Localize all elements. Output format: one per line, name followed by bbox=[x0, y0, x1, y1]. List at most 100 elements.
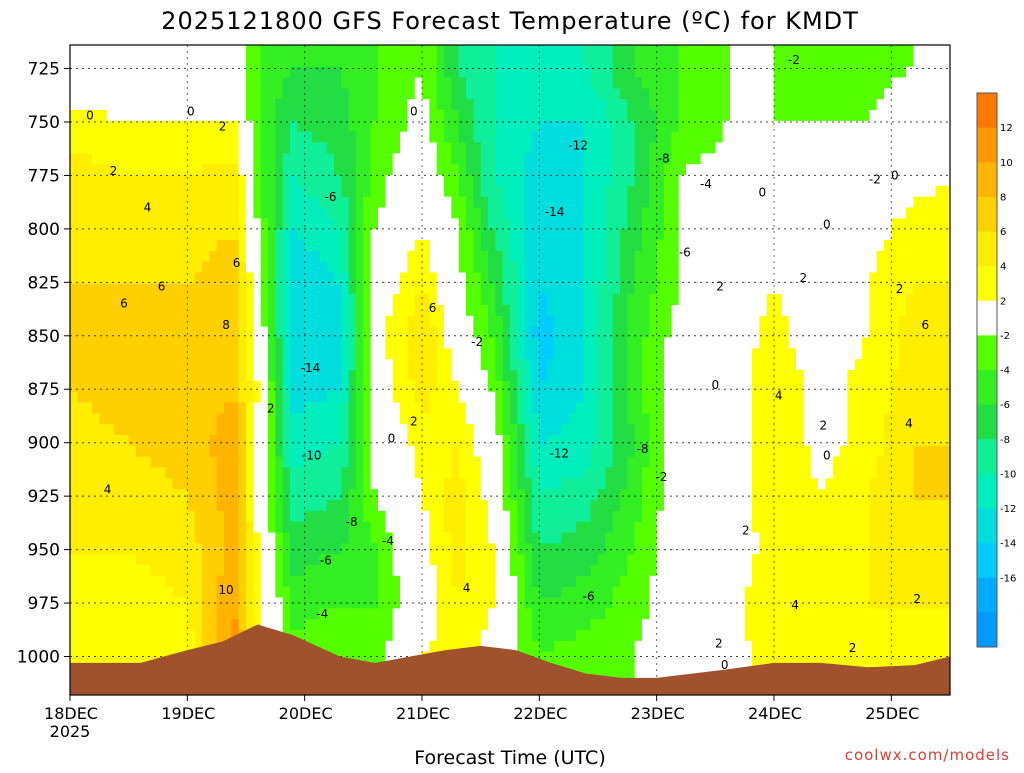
temperature-cell bbox=[275, 424, 284, 436]
temperature-cell bbox=[436, 196, 445, 209]
temperature-cell bbox=[187, 261, 196, 274]
temperature-cell bbox=[436, 630, 445, 642]
temperature-cell bbox=[466, 348, 474, 360]
temperature-cell bbox=[656, 565, 665, 577]
temperature-cell bbox=[568, 337, 577, 349]
temperature-cell bbox=[634, 66, 643, 79]
temperature-cell bbox=[165, 305, 174, 317]
temperature-cell bbox=[268, 175, 276, 187]
temperature-cell bbox=[466, 445, 474, 458]
temperature-cell bbox=[598, 586, 606, 599]
temperature-cell bbox=[99, 185, 108, 198]
temperature-cell bbox=[664, 250, 672, 263]
temperature-cell bbox=[480, 435, 489, 447]
temperature-cell bbox=[246, 250, 254, 263]
temperature-cell bbox=[392, 597, 401, 609]
temperature-cell bbox=[70, 45, 78, 57]
temperature-cell bbox=[70, 456, 78, 469]
temperature-cell bbox=[370, 565, 379, 577]
temperature-cell bbox=[378, 283, 386, 295]
temperature-cell bbox=[385, 99, 394, 111]
temperature-cell bbox=[517, 110, 526, 122]
temperature-cell bbox=[422, 305, 430, 317]
temperature-cell bbox=[532, 500, 540, 512]
temperature-cell bbox=[224, 380, 232, 393]
temperature-cell bbox=[656, 66, 665, 79]
temperature-cell bbox=[253, 543, 262, 555]
temperature-cell bbox=[224, 586, 232, 599]
temperature-cell bbox=[436, 445, 445, 458]
temperature-cell bbox=[275, 250, 284, 263]
temperature-cell bbox=[590, 175, 599, 187]
temperature-cell bbox=[363, 521, 372, 534]
temperature-cell bbox=[473, 532, 482, 544]
temperature-cell bbox=[370, 153, 379, 165]
temperature-cell bbox=[268, 131, 276, 144]
temperature-cell bbox=[612, 467, 621, 479]
temperature-cell bbox=[348, 326, 357, 339]
temperature-cell bbox=[99, 55, 108, 68]
temperature-cell bbox=[319, 348, 328, 360]
temperature-cell bbox=[620, 337, 628, 349]
temperature-cell bbox=[400, 196, 408, 209]
temperature-cell bbox=[436, 565, 445, 577]
temperature-cell bbox=[473, 305, 482, 317]
temperature-cell bbox=[202, 131, 210, 144]
temperature-cell bbox=[275, 66, 284, 79]
temperature-cell bbox=[466, 55, 474, 68]
temperature-cell bbox=[561, 640, 570, 653]
temperature-cell bbox=[246, 229, 254, 241]
temperature-cell bbox=[444, 521, 452, 534]
temperature-cell bbox=[576, 283, 584, 295]
temperature-cell bbox=[590, 359, 599, 371]
temperature-cell bbox=[451, 99, 460, 111]
temperature-cell bbox=[165, 521, 174, 534]
temperature-cell bbox=[605, 554, 614, 566]
temperature-cell bbox=[275, 218, 284, 230]
temperature-cell bbox=[282, 315, 291, 328]
temperature-cell bbox=[84, 640, 93, 653]
temperature-cell bbox=[268, 120, 276, 133]
temperature-cell bbox=[561, 370, 570, 382]
temperature-cell bbox=[480, 45, 489, 57]
temperature-cell bbox=[348, 261, 357, 274]
temperature-cell bbox=[363, 153, 372, 165]
temperature-cell bbox=[678, 110, 687, 122]
temperature-cell bbox=[326, 88, 335, 100]
temperature-cell bbox=[488, 283, 496, 295]
temperature-cell bbox=[539, 240, 548, 252]
temperature-cell bbox=[238, 500, 247, 512]
temperature-cell bbox=[92, 445, 100, 458]
temperature-cell bbox=[664, 261, 672, 274]
temperature-cell bbox=[612, 662, 621, 674]
temperature-cell bbox=[187, 110, 196, 122]
temperature-cell bbox=[238, 294, 247, 306]
temperature-cell bbox=[510, 575, 518, 588]
temperature-cell bbox=[554, 99, 562, 111]
temperature-cell bbox=[590, 77, 599, 89]
temperature-cell bbox=[671, 261, 680, 274]
temperature-cell bbox=[172, 196, 181, 209]
temperature-cell bbox=[502, 240, 511, 252]
temperature-cell bbox=[407, 294, 416, 306]
temperature-cell bbox=[539, 554, 548, 566]
temperature-cell bbox=[363, 250, 372, 263]
temperature-cell bbox=[561, 45, 570, 57]
temperature-cell bbox=[290, 272, 298, 284]
temperature-cell bbox=[180, 413, 188, 425]
temperature-cell bbox=[466, 413, 474, 425]
temperature-cell bbox=[356, 88, 364, 100]
temperature-cell bbox=[414, 608, 423, 620]
temperature-cell bbox=[70, 597, 78, 609]
temperature-cell bbox=[400, 651, 408, 664]
temperature-cell bbox=[202, 305, 210, 317]
temperature-cell bbox=[268, 272, 276, 284]
temperature-cell bbox=[480, 575, 489, 588]
temperature-cell bbox=[546, 305, 555, 317]
temperature-cell bbox=[224, 261, 232, 274]
temperature-cell bbox=[224, 402, 232, 414]
temperature-cell bbox=[627, 207, 636, 219]
temperature-cell bbox=[422, 565, 430, 577]
temperature-cell bbox=[583, 272, 592, 284]
temperature-cell bbox=[341, 402, 350, 414]
